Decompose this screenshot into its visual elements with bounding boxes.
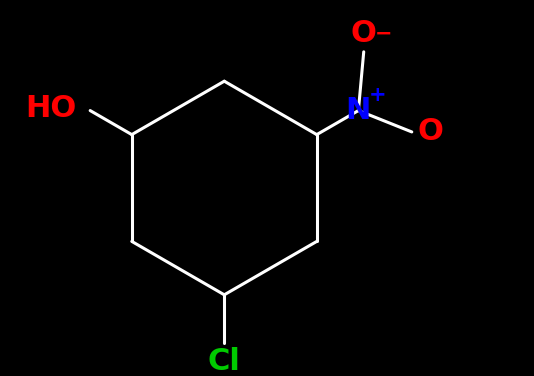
Text: O: O xyxy=(417,117,443,146)
Text: +: + xyxy=(368,85,386,105)
Text: HO: HO xyxy=(26,94,77,123)
Text: O: O xyxy=(351,19,376,48)
Text: N: N xyxy=(345,96,371,125)
Text: −: − xyxy=(375,24,393,44)
Text: Cl: Cl xyxy=(208,347,241,376)
